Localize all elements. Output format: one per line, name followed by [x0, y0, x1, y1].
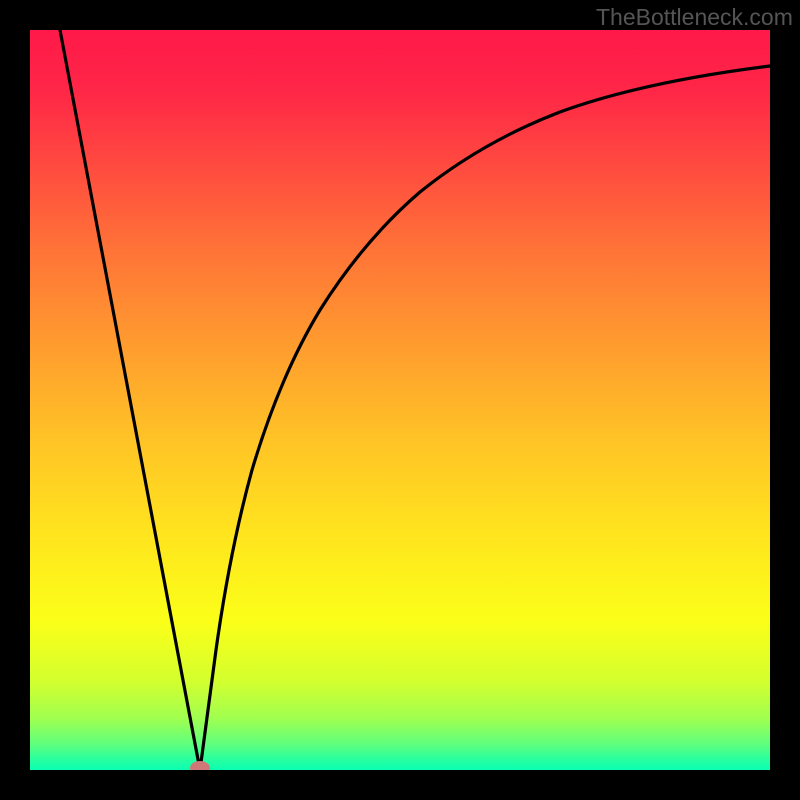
plot-area — [30, 30, 770, 770]
watermark-text: TheBottleneck.com — [596, 4, 793, 31]
minimum-marker — [190, 761, 210, 770]
curve-layer — [30, 30, 770, 770]
bottleneck-curve — [60, 30, 770, 770]
chart-container: TheBottleneck.com — [0, 0, 800, 800]
